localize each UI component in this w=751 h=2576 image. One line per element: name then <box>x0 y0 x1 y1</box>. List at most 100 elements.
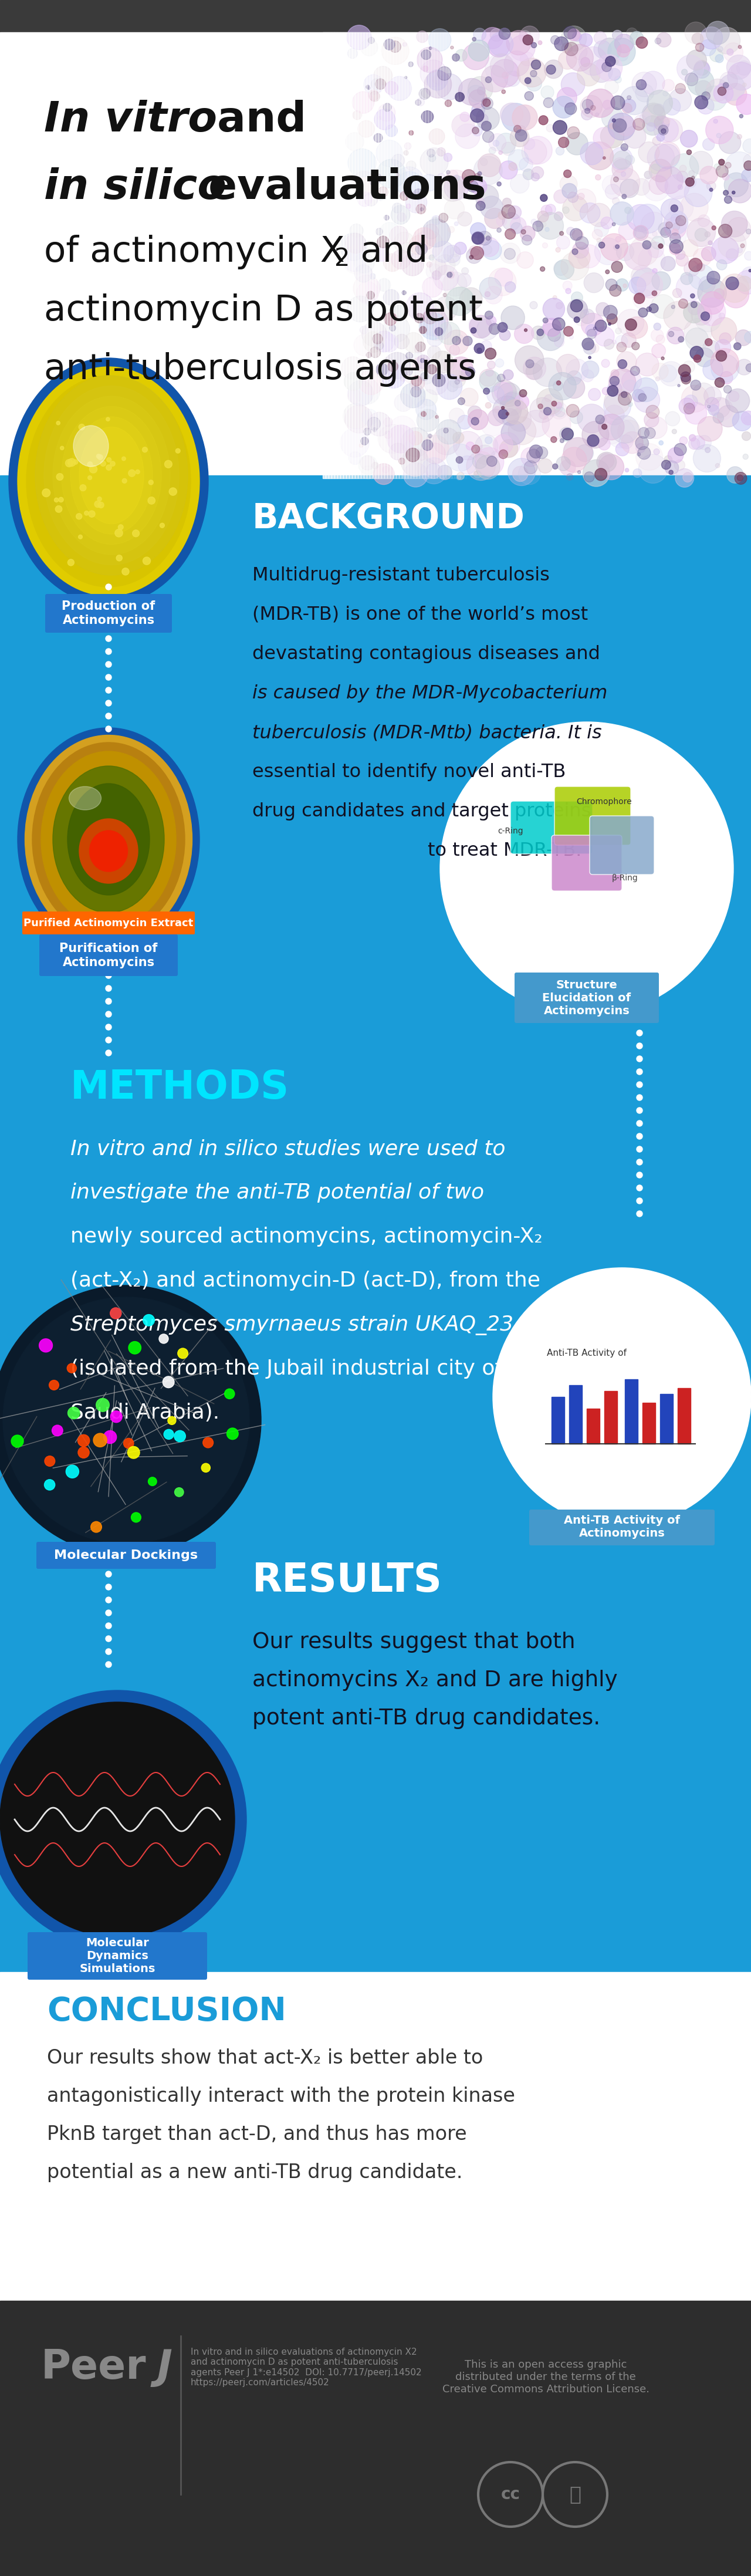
Circle shape <box>695 80 711 98</box>
Circle shape <box>698 417 722 440</box>
Circle shape <box>437 67 451 80</box>
Circle shape <box>430 260 447 276</box>
Circle shape <box>703 139 714 149</box>
Circle shape <box>426 263 442 278</box>
Circle shape <box>532 222 543 232</box>
Circle shape <box>444 175 469 201</box>
Circle shape <box>472 126 482 137</box>
Circle shape <box>566 289 571 294</box>
Circle shape <box>603 59 610 67</box>
Circle shape <box>740 245 744 247</box>
Circle shape <box>521 229 526 234</box>
Circle shape <box>562 196 588 222</box>
Circle shape <box>384 353 410 379</box>
Circle shape <box>385 82 398 95</box>
Circle shape <box>483 131 494 142</box>
Circle shape <box>643 175 670 201</box>
Circle shape <box>506 412 509 415</box>
Circle shape <box>476 108 499 131</box>
Circle shape <box>692 384 715 404</box>
Circle shape <box>544 407 551 415</box>
Circle shape <box>434 296 457 319</box>
Circle shape <box>550 402 568 420</box>
Circle shape <box>689 258 702 270</box>
Circle shape <box>457 273 471 286</box>
Circle shape <box>605 389 630 415</box>
Circle shape <box>613 157 627 173</box>
Circle shape <box>492 381 517 404</box>
Bar <box>420 33 422 479</box>
Circle shape <box>406 191 427 214</box>
Circle shape <box>485 77 491 82</box>
Circle shape <box>354 379 380 404</box>
Circle shape <box>742 268 751 283</box>
Circle shape <box>472 103 485 116</box>
Circle shape <box>499 28 510 39</box>
Text: newly sourced actinomycins, actinomycin-X₂: newly sourced actinomycins, actinomycin-… <box>71 1226 542 1247</box>
Circle shape <box>384 312 397 325</box>
Circle shape <box>653 322 661 330</box>
Circle shape <box>695 307 722 332</box>
Circle shape <box>689 152 713 175</box>
Bar <box>393 33 396 479</box>
Circle shape <box>353 111 362 118</box>
Circle shape <box>689 265 714 291</box>
Circle shape <box>410 376 424 389</box>
Circle shape <box>400 376 405 381</box>
Circle shape <box>673 289 682 299</box>
Circle shape <box>74 459 78 464</box>
Circle shape <box>559 459 575 477</box>
Circle shape <box>637 1082 642 1087</box>
Bar <box>463 33 466 479</box>
Circle shape <box>680 438 687 446</box>
Circle shape <box>499 330 511 340</box>
Circle shape <box>427 263 432 268</box>
Circle shape <box>728 392 739 402</box>
Ellipse shape <box>53 397 170 554</box>
Circle shape <box>570 410 583 422</box>
Circle shape <box>676 273 703 301</box>
Bar <box>625 1378 638 1443</box>
Circle shape <box>482 28 503 49</box>
Circle shape <box>11 1435 23 1448</box>
Circle shape <box>469 255 473 260</box>
Bar <box>0 0 751 33</box>
Circle shape <box>533 358 562 386</box>
Circle shape <box>483 98 490 106</box>
Circle shape <box>383 317 410 343</box>
Circle shape <box>122 567 129 574</box>
Circle shape <box>651 237 665 250</box>
Circle shape <box>602 386 610 394</box>
Bar <box>411 33 414 479</box>
Circle shape <box>563 376 585 399</box>
Circle shape <box>565 103 577 113</box>
Circle shape <box>572 31 581 41</box>
Circle shape <box>674 443 686 456</box>
Circle shape <box>684 394 698 410</box>
Circle shape <box>689 435 695 440</box>
Circle shape <box>227 1427 238 1440</box>
Circle shape <box>594 31 607 44</box>
Circle shape <box>448 371 466 389</box>
Circle shape <box>693 247 711 265</box>
Circle shape <box>637 1211 642 1216</box>
Circle shape <box>634 379 658 402</box>
Circle shape <box>581 108 593 121</box>
Circle shape <box>485 312 493 319</box>
Circle shape <box>474 157 502 185</box>
Circle shape <box>525 93 533 100</box>
Circle shape <box>609 368 636 397</box>
Ellipse shape <box>35 376 188 574</box>
Circle shape <box>553 121 567 134</box>
Circle shape <box>734 343 741 350</box>
Circle shape <box>576 446 593 461</box>
Bar <box>366 33 369 479</box>
Text: of actinomycin X: of actinomycin X <box>44 234 345 270</box>
Circle shape <box>520 52 534 67</box>
Circle shape <box>65 459 73 466</box>
Circle shape <box>106 1610 111 1615</box>
Circle shape <box>357 281 379 304</box>
Circle shape <box>389 41 401 52</box>
Circle shape <box>362 410 378 425</box>
Circle shape <box>611 95 625 111</box>
